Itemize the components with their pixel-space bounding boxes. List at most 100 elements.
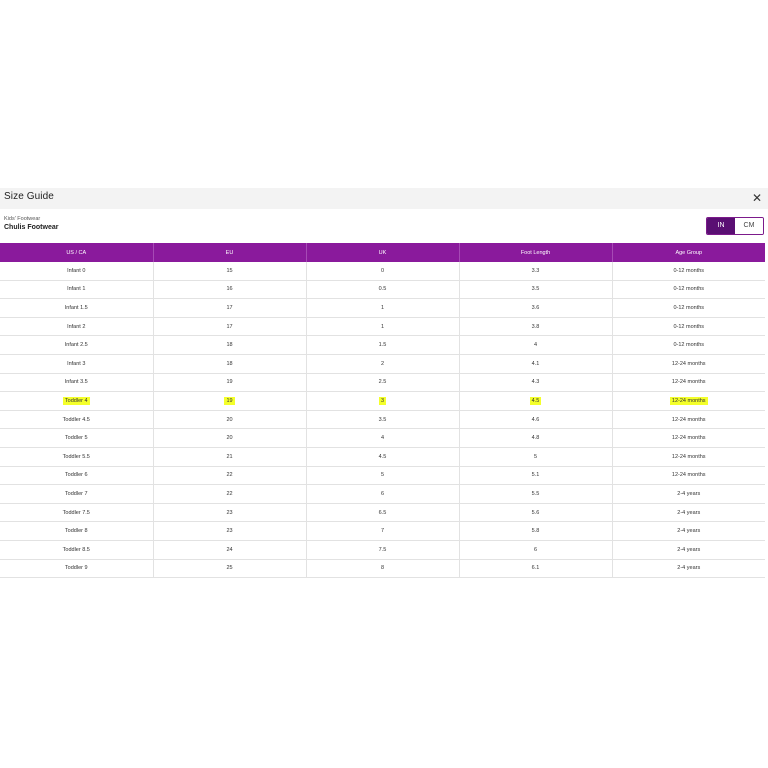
modal-title: Size Guide (4, 191, 54, 202)
cell-value: Infant 2.5 (64, 342, 88, 349)
cell-eu: 22 (153, 466, 307, 486)
cell-uk: 7.5 (306, 540, 460, 560)
cell-value: 2-4 years (677, 546, 701, 553)
cell-value: Infant 1 (67, 286, 86, 293)
table-row: Infant 1.5 17 1 3.6 0-12 months (0, 298, 765, 318)
cell-eu: 20 (153, 410, 307, 430)
cell-value: Toddler 5.5 (62, 453, 90, 460)
cell-value: 20 (226, 435, 233, 442)
cell-uk: 1 (306, 298, 460, 318)
cell-value: 1 (380, 323, 385, 330)
cell-value: 18 (226, 342, 233, 349)
cell-uk: 3 (306, 391, 460, 411)
cell-value: 4 (380, 435, 385, 442)
table-row: Infant 3 18 2 4.1 12-24 months (0, 354, 765, 374)
cell-foot-length: 5.8 (459, 521, 613, 541)
cell-eu: 17 (153, 298, 307, 318)
column-header-uk: UK (306, 243, 460, 262)
cell-uk: 2 (306, 354, 460, 374)
cell-value: 2.5 (378, 379, 387, 386)
cell-foot-length: 4.1 (459, 354, 613, 374)
cell-age-group: 0-12 months (612, 335, 765, 355)
cell-value: 4.5 (529, 396, 542, 405)
cell-value: 0.5 (378, 286, 387, 293)
cell-value: 7.5 (378, 546, 387, 553)
cell-age-group: 12-24 months (612, 447, 765, 467)
table-row: Toddler 8.5 24 7.5 6 2-4 years (0, 540, 765, 560)
cell-value: 5 (380, 472, 385, 479)
table-row: Toddler 7.5 23 6.5 5.6 2-4 years (0, 503, 765, 523)
column-header-eu: EU (153, 243, 307, 262)
cell-eu: 25 (153, 559, 307, 579)
cell-foot-length: 4.6 (459, 410, 613, 430)
cell-value: 19 (224, 396, 235, 405)
cell-uk: 6 (306, 484, 460, 504)
cell-us-ca: Toddler 9 (0, 559, 154, 579)
cell-uk: 1 (306, 317, 460, 337)
cell-value: 18 (226, 360, 233, 367)
cell-value: Infant 1.5 (64, 304, 88, 311)
cell-uk: 2.5 (306, 373, 460, 393)
cell-value: 8 (380, 565, 385, 572)
cell-value: Toddler 6 (64, 472, 88, 479)
product-category: Kids' Footwear (4, 216, 41, 222)
cell-us-ca: Toddler 7 (0, 484, 154, 504)
cell-value: 0 (380, 267, 385, 274)
cell-foot-length: 5 (459, 447, 613, 467)
cell-age-group: 2-4 years (612, 521, 765, 541)
unit-toggle[interactable]: IN CM (706, 217, 764, 235)
cell-age-group: 12-24 months (612, 354, 765, 374)
cell-uk: 4 (306, 428, 460, 448)
cell-foot-length: 5.1 (459, 466, 613, 486)
cell-us-ca: Toddler 7.5 (0, 503, 154, 523)
cell-value: 7 (380, 528, 385, 535)
table-row: Infant 1 16 0.5 3.5 0-12 months (0, 280, 765, 300)
cell-uk: 4.5 (306, 447, 460, 467)
table-header-row: US / CA EU UK Foot Length Age Group (0, 243, 765, 262)
cell-value: 1 (380, 304, 385, 311)
cell-uk: 1.5 (306, 335, 460, 355)
cell-value: 24 (226, 546, 233, 553)
cell-age-group: 2-4 years (612, 503, 765, 523)
cell-value: 21 (226, 453, 233, 460)
cell-uk: 5 (306, 466, 460, 486)
cell-us-ca: Toddler 8.5 (0, 540, 154, 560)
cell-uk: 7 (306, 521, 460, 541)
column-header-age-group: Age Group (612, 243, 765, 262)
cell-age-group: 0-12 months (612, 262, 765, 281)
cell-eu: 16 (153, 280, 307, 300)
cell-uk: 0 (306, 262, 460, 281)
cell-value: 12-24 months (671, 435, 706, 442)
cell-age-group: 2-4 years (612, 540, 765, 560)
cell-value: 25 (226, 565, 233, 572)
close-icon[interactable]: ✕ (751, 191, 763, 205)
cell-eu: 18 (153, 335, 307, 355)
table-row: Infant 0 15 0 3.3 0-12 months (0, 262, 765, 281)
cell-age-group: 12-24 months (612, 373, 765, 393)
cell-value: 2 (380, 360, 385, 367)
cell-value: 0-12 months (673, 267, 705, 274)
cell-value: Toddler 4.5 (62, 416, 90, 423)
cell-value: 23 (226, 528, 233, 535)
cell-eu: 17 (153, 317, 307, 337)
cell-eu: 18 (153, 354, 307, 374)
cell-foot-length: 4.3 (459, 373, 613, 393)
cell-us-ca: Infant 2 (0, 317, 154, 337)
cell-eu: 22 (153, 484, 307, 504)
cell-value: Infant 3 (67, 360, 86, 367)
cell-foot-length: 5.6 (459, 503, 613, 523)
cell-uk: 8 (306, 559, 460, 579)
cell-value: 2-4 years (677, 528, 701, 535)
cell-eu: 19 (153, 391, 307, 411)
unit-toggle-in[interactable]: IN (707, 218, 735, 234)
cell-value: 22 (226, 490, 233, 497)
cell-value: 19 (226, 379, 233, 386)
cell-value: 4.6 (531, 416, 540, 423)
cell-us-ca: Toddler 4 (0, 391, 154, 411)
cell-value: 3 (378, 396, 387, 405)
cell-value: 0-12 months (673, 304, 705, 311)
cell-value: 5.6 (531, 509, 540, 516)
cell-eu: 21 (153, 447, 307, 467)
unit-toggle-cm[interactable]: CM (735, 218, 763, 234)
